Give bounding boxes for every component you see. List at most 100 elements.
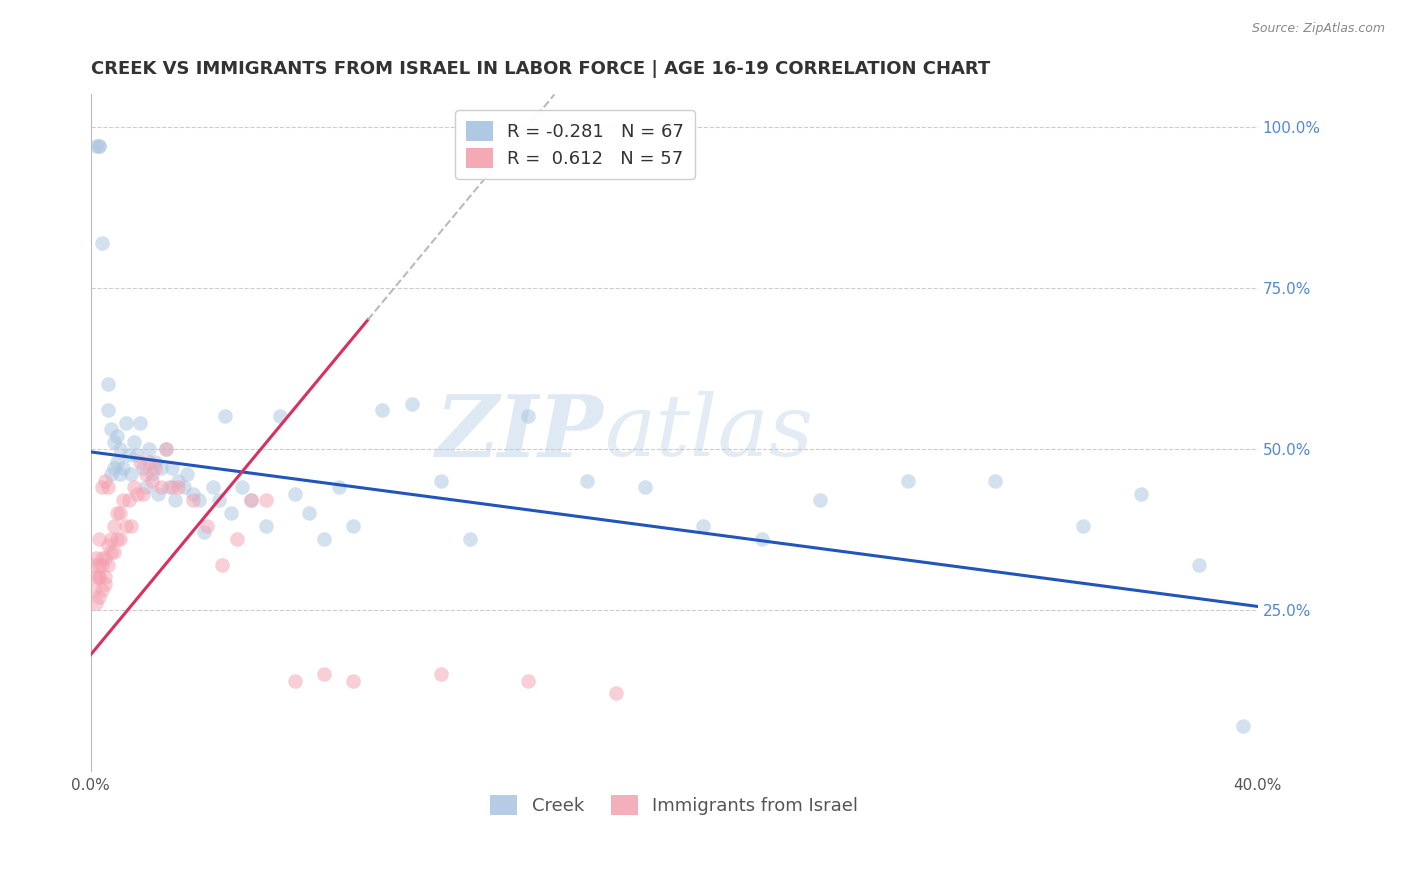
Point [225,532,247,546]
Point [94,551,117,566]
Point [181,493,204,508]
Point [89,570,111,584]
Point [100,532,122,546]
Text: Source: ZipAtlas.com: Source: ZipAtlas.com [1251,22,1385,36]
Point [91,551,114,566]
Point [214,409,236,424]
Point [121,467,143,482]
Point [121,519,143,533]
Point [1071,519,1094,533]
Point [897,474,920,488]
Point [1232,718,1254,732]
Point [103,519,125,533]
Point [105,429,128,443]
Point [89,558,111,572]
Point [149,461,172,475]
Point [155,442,177,456]
Point [984,474,1007,488]
Point [86,570,108,584]
Point [89,570,111,584]
Point [97,538,120,552]
Text: CREEK VS IMMIGRANTS FROM ISRAEL IN LABOR FORCE | AGE 16-19 CORRELATION CHART: CREEK VS IMMIGRANTS FROM ISRAEL IN LABOR… [90,60,990,78]
Point [162,480,184,494]
Point [254,493,277,508]
Point [193,525,215,540]
Point [138,442,160,456]
Point [165,493,187,508]
Point [94,577,117,591]
Point [458,532,481,546]
Point [751,532,773,546]
Point [86,551,108,566]
Point [94,570,117,584]
Point [157,480,180,494]
Point [91,235,114,250]
Point [129,416,152,430]
Point [231,480,253,494]
Point [100,422,122,436]
Point [86,139,108,153]
Point [86,596,108,610]
Point [269,409,291,424]
Point [124,435,146,450]
Point [111,461,134,475]
Point [202,480,225,494]
Point [105,506,128,520]
Point [103,545,125,559]
Point [575,474,598,488]
Point [605,686,627,700]
Point [173,480,195,494]
Point [97,558,120,572]
Point [342,673,364,688]
Point [108,442,131,456]
Point [634,480,657,494]
Point [129,454,152,468]
Point [195,519,218,533]
Point [371,403,394,417]
Point [692,519,714,533]
Point [97,403,120,417]
Point [517,673,540,688]
Text: atlas: atlas [605,392,813,474]
Point [284,673,307,688]
Point [146,487,169,501]
Point [808,493,831,508]
Point [132,461,155,475]
Point [114,519,136,533]
Point [91,583,114,598]
Point [211,558,233,572]
Point [103,461,125,475]
Point [114,416,136,430]
Point [167,474,190,488]
Point [149,480,172,494]
Legend: Creek, Immigrants from Israel: Creek, Immigrants from Israel [482,789,866,822]
Point [1188,558,1211,572]
Point [89,139,111,153]
Point [108,532,131,546]
Point [127,487,149,501]
Point [284,487,307,501]
Point [83,583,105,598]
Point [187,493,209,508]
Point [117,448,139,462]
Point [176,467,198,482]
Point [89,139,111,153]
Point [143,454,166,468]
Point [127,448,149,462]
Point [167,480,190,494]
Point [108,506,131,520]
Point [430,667,453,681]
Point [141,474,163,488]
Point [208,493,231,508]
Point [298,506,321,520]
Point [135,467,157,482]
Point [155,442,177,456]
Point [105,454,128,468]
Point [219,506,242,520]
Point [100,545,122,559]
Point [83,558,105,572]
Point [108,467,131,482]
Point [1130,487,1153,501]
Point [89,532,111,546]
Point [111,493,134,508]
